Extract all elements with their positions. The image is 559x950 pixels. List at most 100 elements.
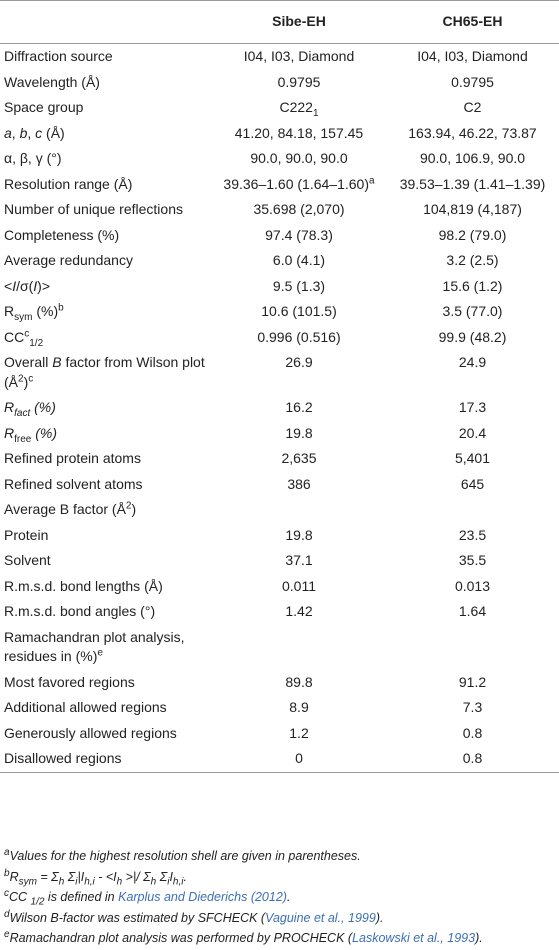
row-label: R.m.s.d. bond lengths (Å): [4, 577, 163, 594]
text-run: |I: [77, 869, 85, 884]
row-label: Average B factor (Å2): [0, 497, 212, 523]
row-value: 41.20, 84.18, 157.45: [234, 124, 364, 141]
row-label: Number of unique reflections: [4, 201, 183, 217]
text-run: R: [4, 424, 15, 441]
row-value: [386, 625, 559, 670]
table-row: Rfree (%) 19.8 20.4: [0, 421, 559, 447]
row-value: 163.94, 46.22, 73.87: [408, 124, 537, 141]
text-run: h,i: [172, 876, 184, 887]
text-run: e: [97, 647, 103, 659]
text-run: 1: [312, 107, 319, 119]
row-value: 0.8: [462, 724, 483, 741]
row-label: Resolution range (Å): [4, 175, 133, 192]
row-value: 35.5: [458, 552, 487, 568]
row-value: 99.9 (48.2): [438, 328, 507, 345]
row-value: 1.2: [289, 724, 309, 741]
header-row: Sibe-EH CH65-EH: [0, 0, 559, 44]
row-value: 98.2 (79.0): [438, 226, 507, 243]
text-run: ).: [475, 931, 483, 945]
text-run: sym: [14, 311, 33, 323]
text-run: c: [35, 124, 43, 141]
text-run: b: [58, 302, 64, 314]
row-label: Rsym (%)b: [0, 299, 212, 325]
row-value: 386: [287, 475, 311, 492]
text-run: ,: [11, 124, 20, 141]
text-run: Values for the highest resolution shell …: [9, 849, 361, 863]
row-value: C2221: [212, 95, 386, 121]
text-run: Σ: [64, 869, 76, 884]
text-run: C222: [279, 99, 313, 115]
footnote: cCC 1/2 is defined in Karplus and Dieder…: [4, 887, 556, 908]
table-row: Protein 19.8 23.5: [0, 523, 559, 549]
row-label: Solvent: [4, 552, 51, 568]
text-run: is defined in: [44, 890, 119, 904]
row-label: Disallowed regions: [4, 750, 122, 766]
row-value: [212, 625, 386, 670]
table-row: Diffraction source I04, I03, Diamond I04, …: [0, 44, 559, 70]
table-row: R.m.s.d. bond lengths (Å) 0.011 0.013: [0, 574, 559, 600]
row-value: 39.53–1.39 (1.41–1.39): [399, 175, 546, 192]
row-label: Protein: [4, 526, 49, 543]
text-run: c: [24, 327, 30, 339]
footnote: aValues for the highest resolution shell…: [4, 846, 556, 867]
table-row: Completeness (%) 97.4 (78.3) 98.2 (79.0): [0, 223, 559, 249]
row-value: I04, I03, Diamond: [417, 48, 528, 64]
text-run: Laskowski et al., 1993: [352, 931, 476, 945]
text-run: R: [4, 399, 15, 415]
row-value: 97.4 (78.3): [265, 226, 333, 243]
text-run: ).: [375, 910, 384, 925]
row-value: 90.0, 90.0, 90.0: [250, 150, 348, 166]
row-value: 3.5 (77.0): [442, 303, 503, 319]
table-row: Space group C2221 C2: [0, 95, 559, 121]
text-run: (%): [30, 399, 56, 415]
row-label: Refined solvent atoms: [4, 475, 143, 492]
text-run: <: [4, 277, 13, 294]
text-run: Vaguine et al., 1999: [265, 910, 376, 925]
text-run: I: [169, 869, 173, 884]
text-run: Σ: [156, 869, 168, 884]
row-value: 7.3: [462, 699, 483, 715]
row-value: 0.996 (0.516): [257, 328, 341, 345]
text-run: /σ(: [16, 277, 34, 294]
text-run: (Å): [42, 124, 65, 141]
row-label: <I/σ(I)>: [0, 274, 212, 300]
row-value: 3.2 (2.5): [446, 252, 499, 268]
text-run: 1/2: [30, 896, 45, 908]
text-run: a: [4, 124, 12, 141]
row-label: Overall B factor from Wilson plot (Å2)c: [0, 350, 212, 395]
text-run: CC: [9, 890, 31, 904]
text-run: i: [167, 876, 170, 887]
text-run: Average B factor (Å: [4, 501, 126, 517]
header-cell: CH65-EH: [386, 0, 559, 44]
header-cell: [0, 0, 212, 44]
text-run: free: [14, 433, 32, 445]
row-value: 19.8: [285, 424, 313, 441]
row-value: 5,401: [454, 450, 491, 466]
text-run: c: [4, 887, 9, 899]
row-value: 35.698 (2,070): [253, 201, 345, 217]
table-body: Diffraction source I04, I03, Diamond I04, …: [0, 44, 559, 773]
row-value: 39.36–1.60 (1.64–1.60)a: [212, 172, 386, 198]
text-run: I: [12, 277, 17, 294]
text-run: fact: [14, 407, 31, 419]
table-row: Average redundancy 6.0 (4.1) 3.2 (2.5): [0, 248, 559, 274]
table-row: <I/σ(I)> 9.5 (1.3) 15.6 (1.2): [0, 274, 559, 300]
row-label: Wavelength (Å): [4, 73, 100, 90]
text-run: R: [9, 869, 19, 884]
footnotes: aValues for the highest resolution shell…: [4, 846, 556, 949]
header-cell: Sibe-EH: [212, 0, 386, 44]
text-run: ): [23, 373, 29, 390]
row-value: 6.0 (4.1): [272, 252, 326, 268]
row-label: Completeness (%): [4, 226, 120, 243]
row-value: [386, 497, 559, 523]
row-label: CCc1/2: [0, 325, 212, 351]
row-value: 89.8: [285, 673, 313, 690]
text-run: CC: [4, 328, 25, 345]
row-value: 0.9795: [277, 73, 321, 90]
row-value: 23.5: [458, 526, 487, 543]
text-run: - <I: [94, 869, 117, 884]
text-run: ,: [27, 124, 36, 141]
text-run: R: [4, 303, 15, 319]
row-value: 17.3: [458, 399, 487, 415]
table-row: Rsym (%)b 10.6 (101.5) 3.5 (77.0): [0, 299, 559, 325]
